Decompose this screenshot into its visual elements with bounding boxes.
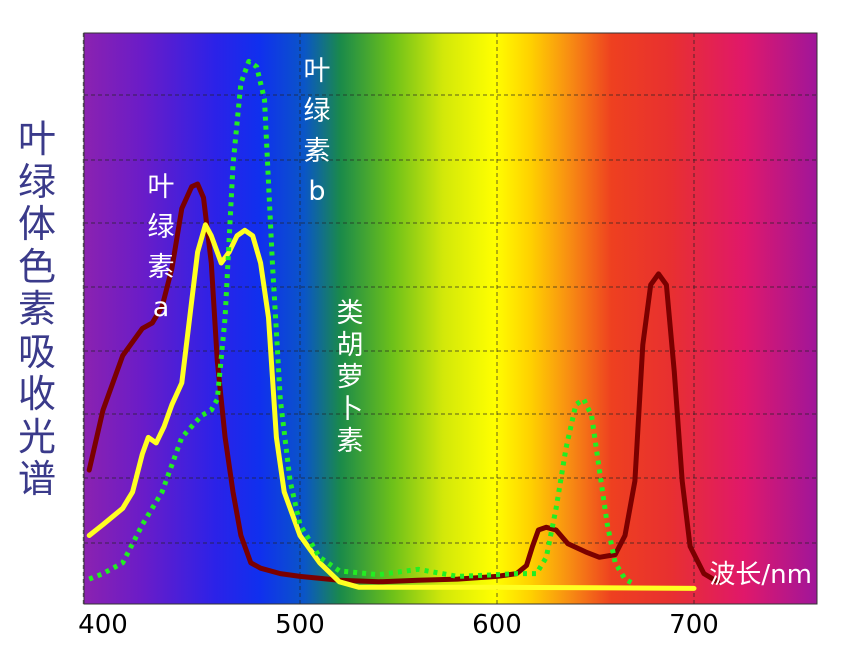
plot-frame [83, 32, 818, 605]
x-tick-labels: 400 500 600 700 [78, 610, 719, 640]
annotation-carotenoid-char-1: 胡 [337, 330, 364, 361]
annotation-carotenoid-char-4: 素 [337, 426, 364, 457]
x-tick-label-0: 400 [78, 610, 128, 640]
annotation-chl-b-char-1: 绿 [304, 96, 331, 127]
annotation-chl-b-char-0: 叶 [304, 56, 331, 87]
annotation-chl-b-char-3: b [308, 176, 325, 207]
y-axis-title: 叶绿体色素吸收光谱 [17, 117, 56, 501]
annotation-chl-a-char-3: a [153, 292, 170, 323]
annotation-chl-a-char-2: 素 [148, 252, 175, 283]
x-tick-label-3: 700 [669, 610, 719, 640]
series-group [86, 58, 721, 591]
annotation-chl-b-char-2: 素 [304, 136, 331, 167]
spectrum-background [84, 33, 817, 604]
x-tick-label-2: 600 [472, 610, 522, 640]
series-line-0 [86, 181, 721, 585]
x-axis-label: 波长/nm [709, 560, 812, 590]
series-line-2 [88, 58, 637, 587]
annotation-carotenoid-char-0: 类 [337, 298, 364, 329]
annotation-carotenoid-char-3: 卜 [337, 394, 364, 425]
annotation-chl-a-char-0: 叶 [148, 172, 175, 203]
series-line-1 [86, 222, 697, 591]
x-tick-label-1: 500 [275, 610, 325, 640]
annotation-chl-a-char-1: 绿 [148, 212, 175, 243]
annotation-carotenoid-char-2: 萝 [337, 362, 364, 393]
